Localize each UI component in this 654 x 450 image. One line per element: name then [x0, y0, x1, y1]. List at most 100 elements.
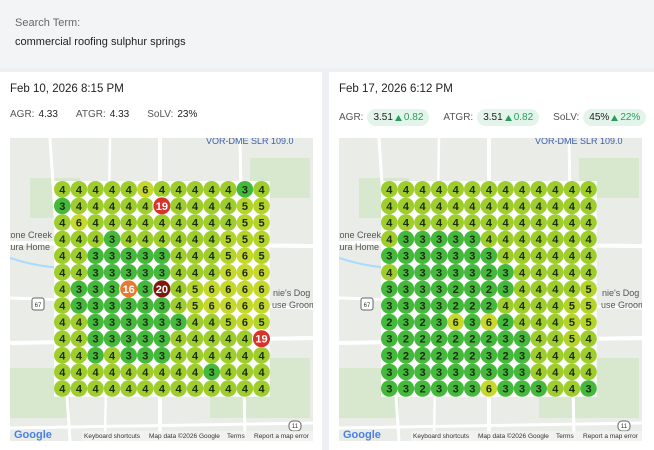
rank-number: 2 [419, 334, 425, 346]
rank-pin [547, 280, 564, 298]
rank-pin [414, 330, 431, 347]
rank-number: 5 [192, 301, 198, 313]
map-footer-bg [411, 431, 642, 441]
rank-number: 4 [536, 201, 543, 213]
rank-number: 4 [436, 184, 443, 196]
rank-pin [87, 330, 104, 347]
rank-pin [381, 214, 398, 231]
rank-number: 4 [552, 334, 559, 346]
rank-pin [236, 313, 254, 331]
rank-number: 4 [175, 234, 182, 246]
rank-number: 4 [552, 367, 559, 379]
rank-pin [513, 347, 531, 364]
rank-pin [54, 280, 71, 298]
rank-pin [580, 297, 597, 314]
rank-number: 4 [386, 184, 393, 196]
rank-pin [120, 313, 137, 331]
rank-number: 5 [258, 201, 264, 213]
rank-pin [253, 280, 270, 298]
rank-pin [236, 214, 254, 231]
rank-number: 2 [486, 267, 492, 279]
rank-number: 4 [569, 234, 576, 246]
rank-number: 3 [386, 284, 392, 296]
rank-number: 4 [175, 184, 182, 196]
rank-pin [87, 297, 104, 314]
rank-pin [103, 297, 121, 314]
rank-number: 4 [76, 184, 83, 196]
rank-pin [464, 264, 481, 281]
rank-number: 4 [242, 367, 249, 379]
rank-pin [70, 280, 88, 298]
rank-pin [203, 230, 220, 248]
map-road [10, 421, 313, 430]
rank-number: 3 [142, 350, 148, 362]
rank-number: 3 [469, 267, 475, 279]
rank-pin [530, 214, 547, 231]
rank-pin [513, 264, 531, 281]
rank-number: 4 [419, 184, 426, 196]
rank-number: 4 [175, 367, 182, 379]
rank-pin [430, 280, 448, 298]
rank-number: 4 [585, 234, 592, 246]
metric-label: ATGR: [443, 112, 474, 123]
rank-number: 3 [59, 201, 65, 213]
rank-number: 6 [258, 267, 264, 279]
rank-pin [530, 297, 547, 314]
rank-number: 4 [92, 234, 99, 246]
rank-number: 3 [469, 384, 475, 396]
rank-number: 2 [403, 334, 409, 346]
rank-pin [153, 380, 171, 397]
rank-pin [253, 230, 270, 248]
rank-pin [153, 297, 171, 314]
rank-pin [70, 363, 88, 381]
rank-number: 4 [585, 201, 592, 213]
rank-pin [103, 214, 121, 231]
rank-number: 3 [109, 284, 115, 296]
rank-pin [120, 214, 137, 231]
rank-pin [153, 214, 171, 231]
rank-pin [497, 330, 514, 347]
rank-pin [447, 380, 464, 397]
rank-pin [530, 313, 547, 331]
rank-number: 3 [436, 301, 442, 313]
rank-number: 4 [209, 218, 216, 230]
rank-pin [87, 264, 104, 281]
rank-number: 2 [486, 301, 492, 313]
rank-number: 4 [142, 218, 149, 230]
rank-number: 4 [403, 184, 410, 196]
rank-pin [381, 247, 398, 264]
rank-number: 4 [519, 317, 526, 329]
rank-number: 6 [225, 284, 231, 296]
rank-pin [170, 280, 187, 298]
rank-number: 4 [502, 201, 509, 213]
rank-number: 5 [242, 201, 248, 213]
rank-pin [414, 380, 431, 397]
rank-number: 3 [126, 350, 132, 362]
rank-number: 4 [436, 201, 443, 213]
rank-pin [381, 347, 398, 364]
rank-pin [186, 230, 204, 248]
rank-number: 4 [59, 184, 66, 196]
metric-value: 3.51 [483, 112, 503, 123]
rank-pin [253, 197, 270, 215]
rank-number: 4 [536, 218, 543, 230]
rank-pin [236, 363, 254, 381]
rank-number: 4 [242, 334, 249, 346]
rank-number: 4 [159, 218, 166, 230]
metric-change: 0.82 [403, 112, 424, 123]
rank-pin [186, 181, 204, 198]
rank-pin [397, 347, 415, 364]
rank-pin [580, 313, 597, 331]
rank-number: 3 [159, 301, 165, 313]
rank-number: 3 [109, 251, 115, 263]
rank-number: 4 [536, 267, 543, 279]
rank-pin [54, 313, 71, 331]
search-term: commercial roofing sulphur springs [15, 36, 186, 48]
rank-number: 6 [242, 284, 248, 296]
rank-number: 3 [109, 234, 115, 246]
rank-number: 4 [109, 350, 116, 362]
rank-number: 4 [209, 317, 216, 329]
rank-number: 3 [403, 284, 409, 296]
rank-number: 3 [453, 234, 459, 246]
rank-pin [203, 247, 220, 264]
